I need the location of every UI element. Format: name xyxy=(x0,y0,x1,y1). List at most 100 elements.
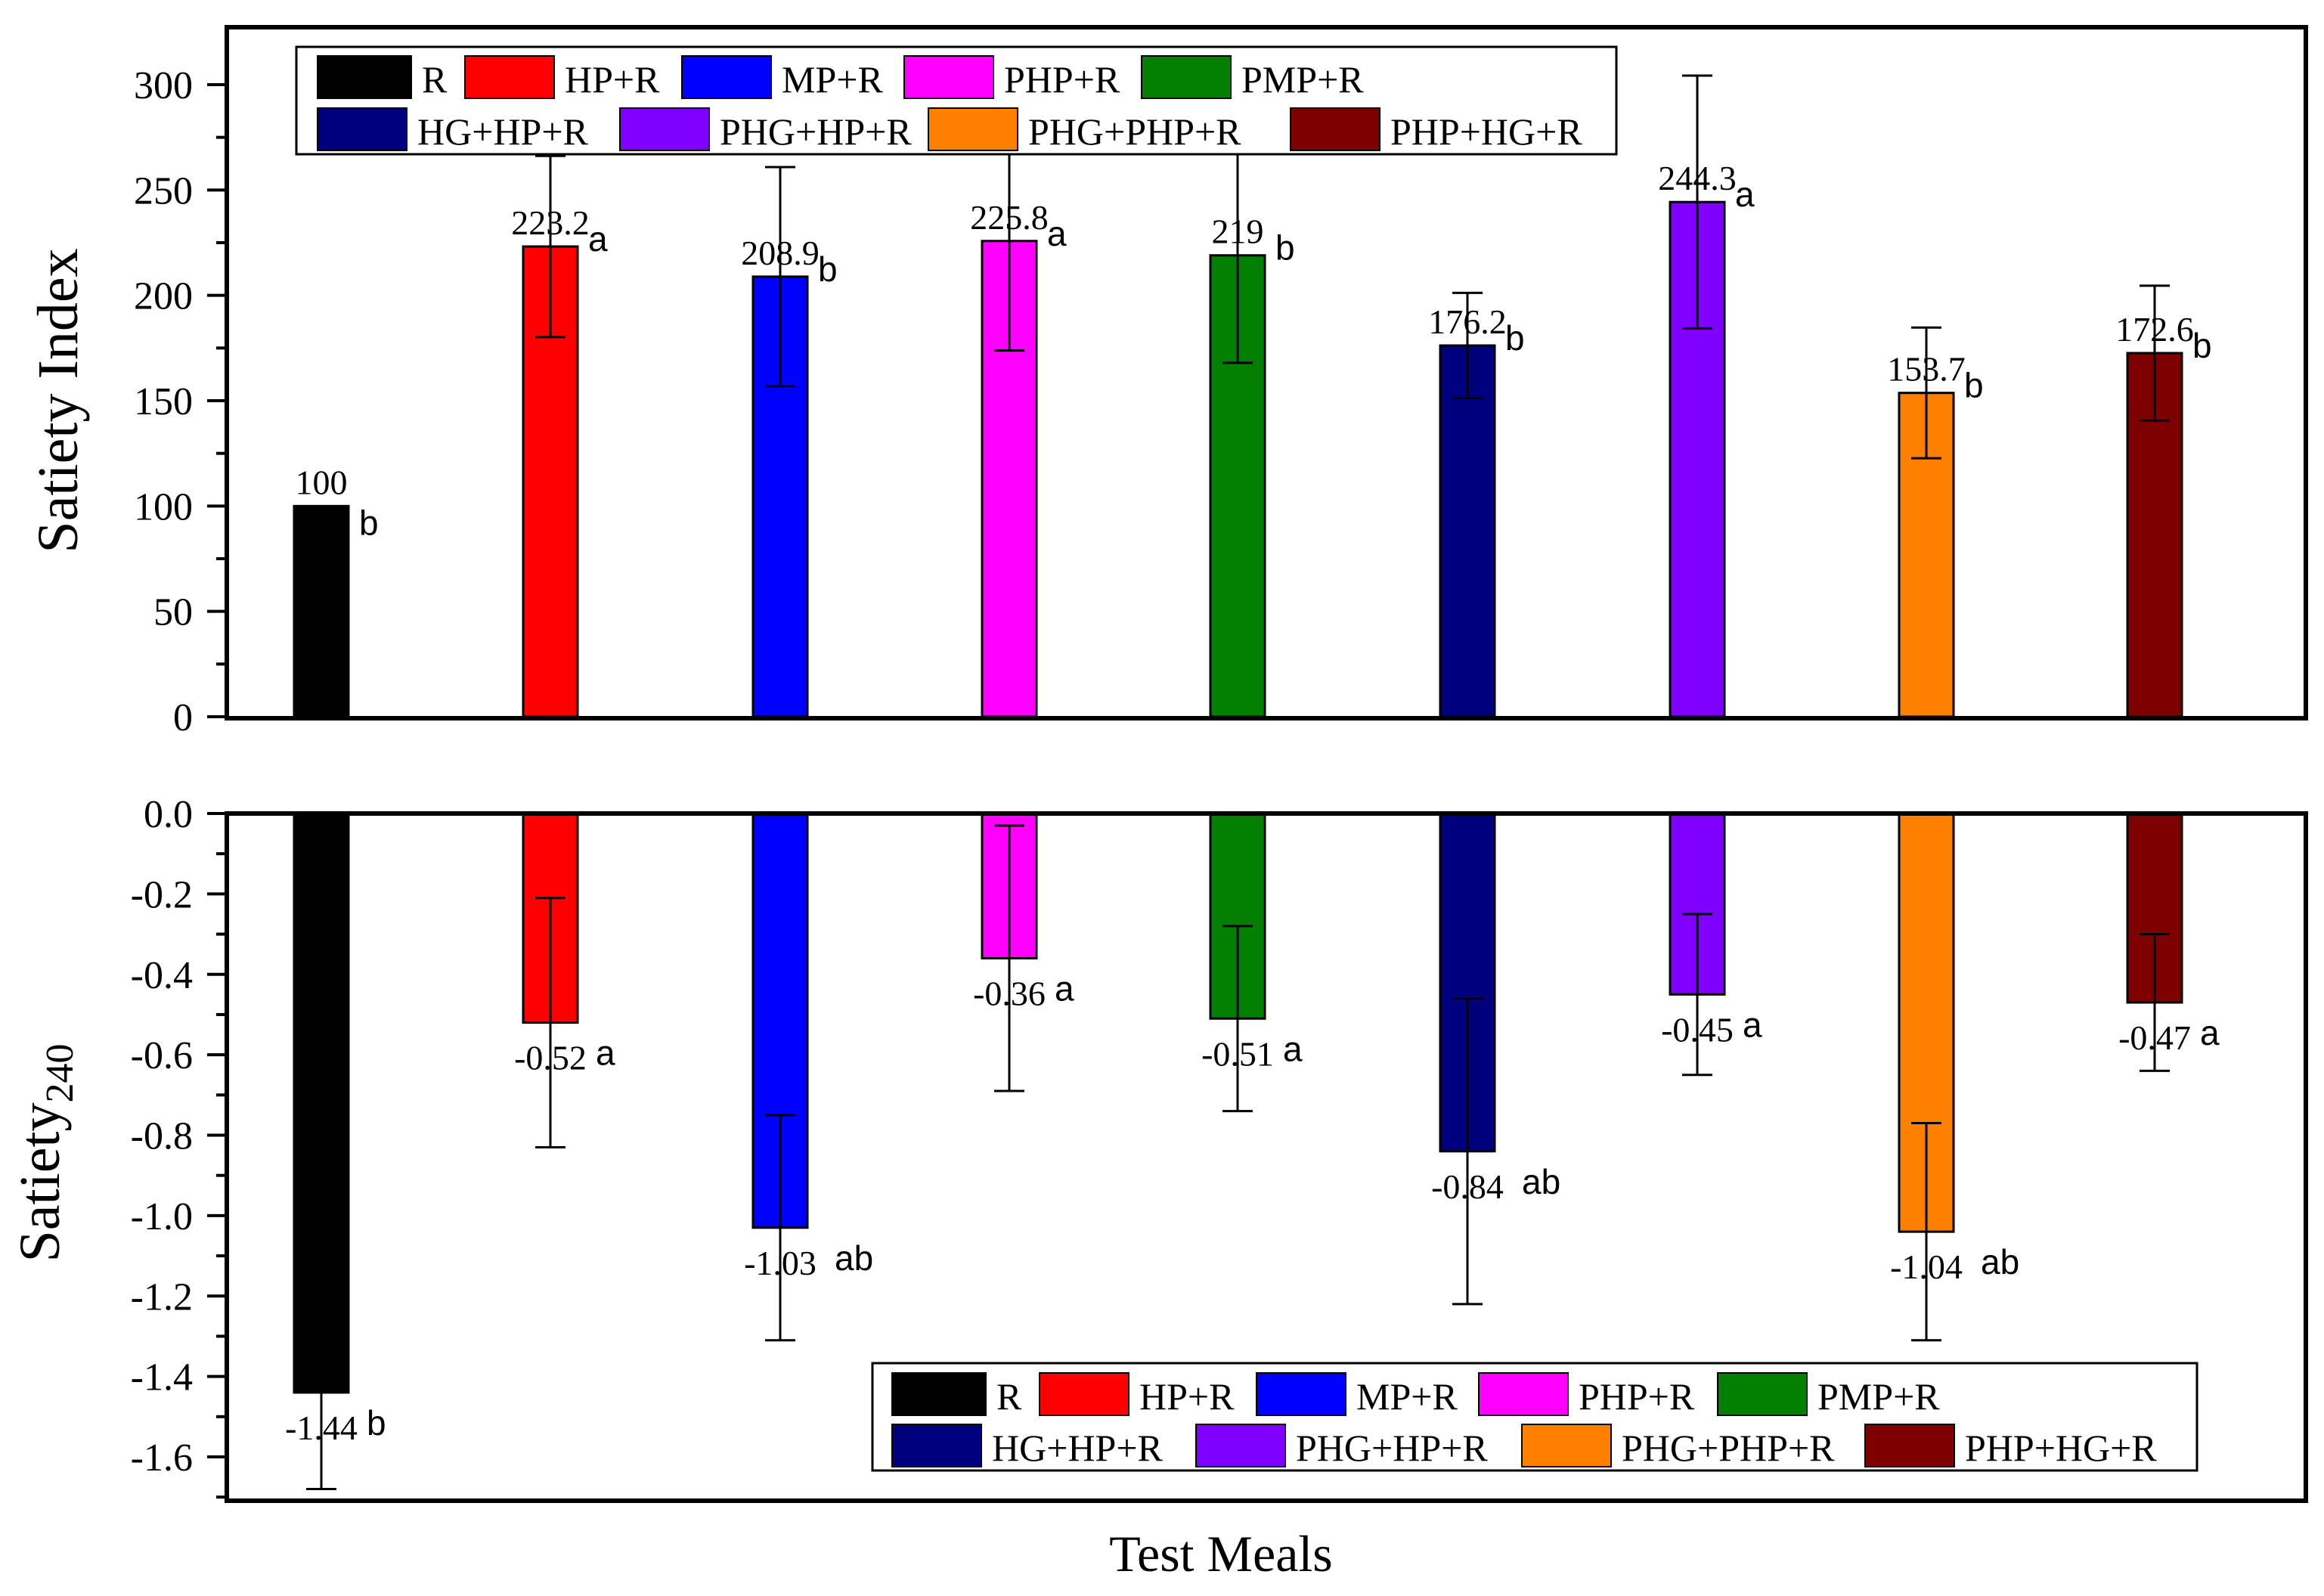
y-axis-title: Satiety Index xyxy=(26,248,90,553)
bar xyxy=(1439,344,1496,718)
data-label: -1.44 xyxy=(285,1409,358,1447)
y-tick-label: 250 xyxy=(134,169,193,212)
data-label: -0.52 xyxy=(514,1039,587,1077)
significance-letter: b xyxy=(359,503,379,542)
y-tick-label: -1.2 xyxy=(131,1275,193,1319)
data-label: -0.84 xyxy=(1431,1167,1504,1206)
top-panel: 0 50 100 150 200 250 300 Satiety Index 100 b 223.2… xyxy=(26,25,2308,739)
bottom-legend-label: PHG+PHP+R xyxy=(1622,1427,1835,1469)
y-tick-label: -0.6 xyxy=(131,1034,193,1077)
significance-letter: b xyxy=(1275,228,1295,268)
top-legend-label: PHP+R xyxy=(1004,58,1120,101)
data-label: -1.04 xyxy=(1890,1247,1963,1286)
bottom-legend-label: HG+HP+R xyxy=(992,1427,1164,1469)
bar xyxy=(522,245,579,718)
bottom-legend-swatch xyxy=(1195,1424,1286,1467)
significance-letter: ab xyxy=(835,1238,873,1278)
y-tick-label: -0.8 xyxy=(131,1115,193,1158)
data-label: 153.7 xyxy=(1887,350,1966,389)
bottom-legend-label: PMP+R xyxy=(1817,1375,1940,1418)
data-label: 225.8 xyxy=(970,198,1049,237)
significance-letter: a xyxy=(1735,175,1755,214)
data-label: 223.2 xyxy=(511,203,590,242)
data-label: -1.03 xyxy=(744,1244,816,1282)
bottom-legend-swatch xyxy=(891,1372,987,1416)
plot-frame xyxy=(225,811,2308,1503)
significance-letter: a xyxy=(1743,1005,1762,1044)
bottom-legend-label: R xyxy=(996,1375,1022,1418)
bottom-legend-swatch xyxy=(1039,1372,1129,1416)
top-legend-label: PMP+R xyxy=(1241,58,1364,101)
x-axis-title: Test Meals xyxy=(1109,1525,1333,1582)
data-label: -0.51 xyxy=(1201,1034,1274,1073)
y-tick-label: 100 xyxy=(134,485,193,528)
data-label: 219 xyxy=(1212,212,1264,251)
bottom-legend-label: HP+R xyxy=(1139,1375,1235,1418)
top-legend-swatch xyxy=(317,55,412,99)
data-label: 244.3 xyxy=(1658,159,1737,197)
significance-letter: ab xyxy=(1981,1242,2019,1281)
top-legend-label: HP+R xyxy=(565,58,660,101)
y-tick-label: 0.0 xyxy=(144,793,193,836)
top-legend-label: PHG+PHP+R xyxy=(1028,110,1241,153)
y-axis-title-subscript: 240 xyxy=(39,1043,82,1102)
top-legend-swatch xyxy=(619,107,710,151)
y-tick-label: 0 xyxy=(173,696,193,739)
bottom-legend-swatch xyxy=(1864,1424,1955,1467)
bottom-legend-label: PHP+R xyxy=(1579,1375,1695,1418)
top-legend-swatch xyxy=(928,107,1018,151)
bottom-legend-swatch xyxy=(1256,1372,1346,1416)
top-legend-label: MP+R xyxy=(782,58,883,101)
significance-letter: a xyxy=(596,1034,615,1073)
top-legend-label: R xyxy=(422,58,448,101)
top-legend-swatch xyxy=(1141,55,1232,99)
significance-letter: b xyxy=(2192,326,2212,365)
y-axis-title-main: Satiety xyxy=(8,1102,72,1262)
significance-letter: b xyxy=(1505,318,1525,358)
top-legend-label: PHP+HG+R xyxy=(1390,110,1582,153)
significance-letter: ab xyxy=(1522,1162,1560,1201)
data-label: 176.2 xyxy=(1428,302,1507,341)
top-legend-swatch xyxy=(903,55,994,99)
significance-letter: b xyxy=(818,249,838,289)
bar xyxy=(1209,812,1266,1020)
significance-letter: b xyxy=(1964,366,1984,405)
bottom-legend-swatch xyxy=(1717,1372,1808,1416)
bottom-legend-label: PHG+HP+R xyxy=(1296,1427,1488,1469)
significance-letter: b xyxy=(367,1403,386,1443)
data-label: 172.6 xyxy=(2115,310,2194,349)
bottom-legend-swatch xyxy=(1478,1372,1569,1416)
y-tick-label: 300 xyxy=(134,64,193,107)
data-label: -0.36 xyxy=(973,974,1046,1012)
y-tick-label: 150 xyxy=(134,380,193,423)
y-tick-label: -1.0 xyxy=(131,1195,193,1238)
top-legend-swatch xyxy=(681,55,772,99)
significance-letter: a xyxy=(1055,968,1074,1008)
top-legend-swatch xyxy=(1290,107,1380,151)
significance-letter: a xyxy=(588,219,608,259)
significance-letter: a xyxy=(1283,1029,1303,1068)
plot-frame xyxy=(225,25,2308,721)
data-label: -0.45 xyxy=(1661,1010,1734,1049)
y-tick-label: 200 xyxy=(134,275,193,318)
y-tick-label: -0.2 xyxy=(131,873,193,916)
y-tick-label: -0.4 xyxy=(131,954,193,997)
bottom-legend-label: PHP+HG+R xyxy=(1965,1427,2157,1469)
bottom-legend-swatch xyxy=(1521,1424,1612,1467)
significance-letter: a xyxy=(1047,214,1067,253)
bottom-legend-label: MP+R xyxy=(1356,1375,1458,1418)
top-legend-swatch xyxy=(317,107,407,151)
y-tick-label: 50 xyxy=(153,591,193,634)
top-legend-swatch xyxy=(464,55,555,99)
bar xyxy=(293,504,350,718)
data-label: 208.9 xyxy=(741,234,820,272)
data-label: -0.47 xyxy=(2118,1018,2191,1057)
y-axis-title: Satiety240 xyxy=(8,1043,82,1262)
top-legend-label: PHG+HP+R xyxy=(720,110,912,153)
y-tick-label: -1.4 xyxy=(131,1356,193,1399)
bottom-panel: 0.0 -0.2 -0.4 -0.6 -0.8 -1.0 -1.2 -1.4 -1.6 Satie… xyxy=(8,793,2308,1503)
data-label: 100 xyxy=(296,463,348,501)
y-tick-label: -1.6 xyxy=(131,1436,193,1480)
significance-letter: a xyxy=(2200,1013,2220,1052)
